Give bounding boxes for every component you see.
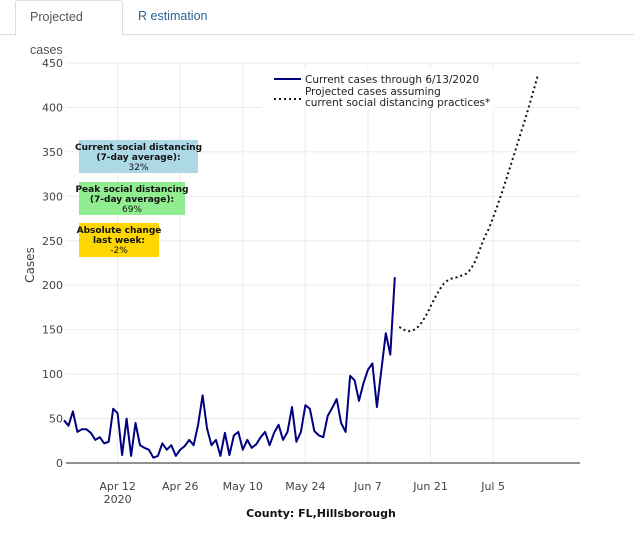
y-axis-label: Cases: [23, 247, 37, 283]
y-tick-label: 0: [56, 457, 63, 470]
legend: Current cases through 6/13/2020 Projecte…: [262, 68, 494, 110]
y-tick-label: 200: [42, 279, 63, 292]
y-tick-label: 250: [42, 235, 63, 248]
x-tick-label: Apr 12: [99, 480, 136, 493]
y-tick-label: 450: [42, 57, 63, 70]
legend-label-projected-1: Projected cases assuming: [305, 86, 441, 98]
tab-bar: Projected cases R estimation: [0, 0, 634, 57]
info-box-value: 32%: [128, 163, 148, 173]
info-box-absolute-change: Absolute change last week: -2%: [77, 223, 162, 257]
info-box-peak-distancing: Peak social distancing (7-day average): …: [75, 182, 189, 215]
y-tick-label: 400: [42, 101, 63, 114]
x-tick-label: May 10: [223, 480, 263, 493]
info-box-current-distancing: Current social distancing (7-day average…: [75, 140, 202, 173]
y-tick-label: 350: [42, 146, 63, 159]
y-axis-ticks: 0 50 100 150 200 250 300 350 400 450: [42, 57, 63, 470]
series-line-current-cases: [63, 277, 396, 459]
x-tick-label: Jun 7: [353, 480, 382, 493]
tab-r-estimation[interactable]: R estimation: [138, 9, 208, 23]
info-box-line: Peak social distancing: [75, 185, 188, 195]
x-tick-sublabel: 2020: [104, 493, 132, 506]
y-tick-label: 150: [42, 324, 63, 337]
info-box-line: (7-day average):: [90, 195, 174, 205]
x-tick-label: Jul 5: [480, 480, 505, 493]
info-box-value: 69%: [122, 205, 142, 215]
info-box-line: Current social distancing: [75, 143, 202, 153]
y-tick-label: 300: [42, 190, 63, 203]
x-tick-label: May 24: [285, 480, 325, 493]
grid: [66, 62, 580, 463]
x-tick-label: Apr 26: [162, 480, 199, 493]
info-box-line: last week:: [93, 236, 145, 246]
x-axis-label: County: FL,Hillsborough: [246, 507, 396, 520]
legend-label-current: Current cases through 6/13/2020: [305, 74, 479, 86]
y-tick-label: 100: [42, 368, 63, 381]
info-box-value: -2%: [110, 246, 128, 256]
x-tick-label: Jun 21: [412, 480, 448, 493]
y-tick-label: 50: [49, 413, 63, 426]
tab-projected-cases[interactable]: Projected cases: [15, 0, 123, 57]
legend-label-projected-2: current social distancing practices*: [305, 97, 490, 109]
series-group: [63, 75, 539, 459]
info-box-line: (7-day average):: [96, 153, 180, 163]
series-line-projected-cases: [398, 75, 539, 333]
info-box-line: Absolute change: [77, 226, 162, 236]
